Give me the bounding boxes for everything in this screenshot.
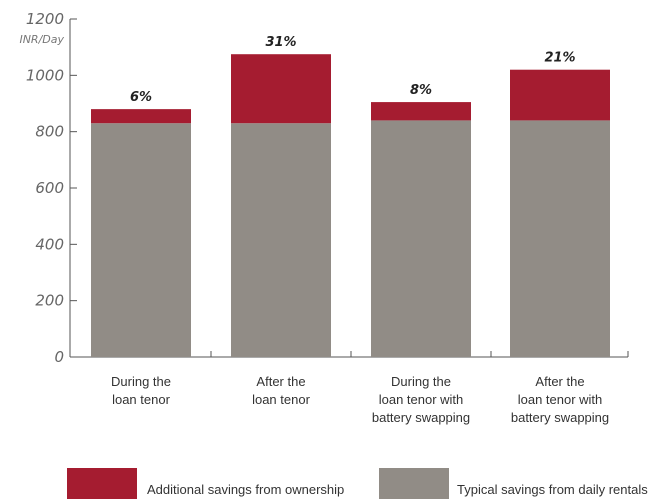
y-tick-label: 1000	[26, 66, 64, 84]
x-tick-label: After the	[256, 374, 305, 389]
legend-label-additional-savings: Additional savings from ownership	[147, 482, 344, 497]
x-tick-label: loan tenor with	[379, 392, 464, 407]
legend-label-typical-savings: Typical savings from daily rentals	[457, 482, 648, 497]
x-tick-label: battery swapping	[372, 410, 470, 425]
bar-typical-savings	[91, 123, 191, 357]
data-label: 21%	[544, 51, 575, 66]
data-label: 31%	[265, 35, 296, 50]
x-tick-label: battery swapping	[511, 410, 609, 425]
y-tick-label: 400	[35, 235, 64, 253]
bar-additional-savings	[510, 69, 610, 121]
bar-additional-savings	[371, 102, 471, 121]
bar-typical-savings	[371, 120, 471, 358]
x-tick-label: During the	[111, 374, 171, 389]
x-tick-label: loan tenor with	[518, 392, 603, 407]
data-label: 8%	[410, 83, 432, 98]
y-tick-label: 1200	[26, 10, 64, 28]
y-tick-label: 800	[35, 123, 64, 141]
legend-swatch-typical-savings	[379, 468, 449, 499]
x-tick-label: loan tenor	[112, 392, 170, 407]
x-tick-label: During the	[391, 374, 451, 389]
bar-typical-savings	[231, 123, 331, 357]
legend-swatch-additional-savings	[67, 468, 137, 499]
data-label: 6%	[130, 90, 152, 105]
y-tick-label: 200	[35, 292, 64, 310]
y-unit-label: INR/Day	[19, 33, 64, 46]
bar-additional-savings	[231, 54, 331, 124]
y-tick-label: 0	[54, 348, 64, 366]
bar-typical-savings	[510, 120, 610, 358]
x-tick-label: loan tenor	[252, 392, 310, 407]
bar-additional-savings	[91, 109, 191, 124]
x-tick-label: After the	[535, 374, 584, 389]
y-tick-label: 600	[35, 179, 64, 197]
